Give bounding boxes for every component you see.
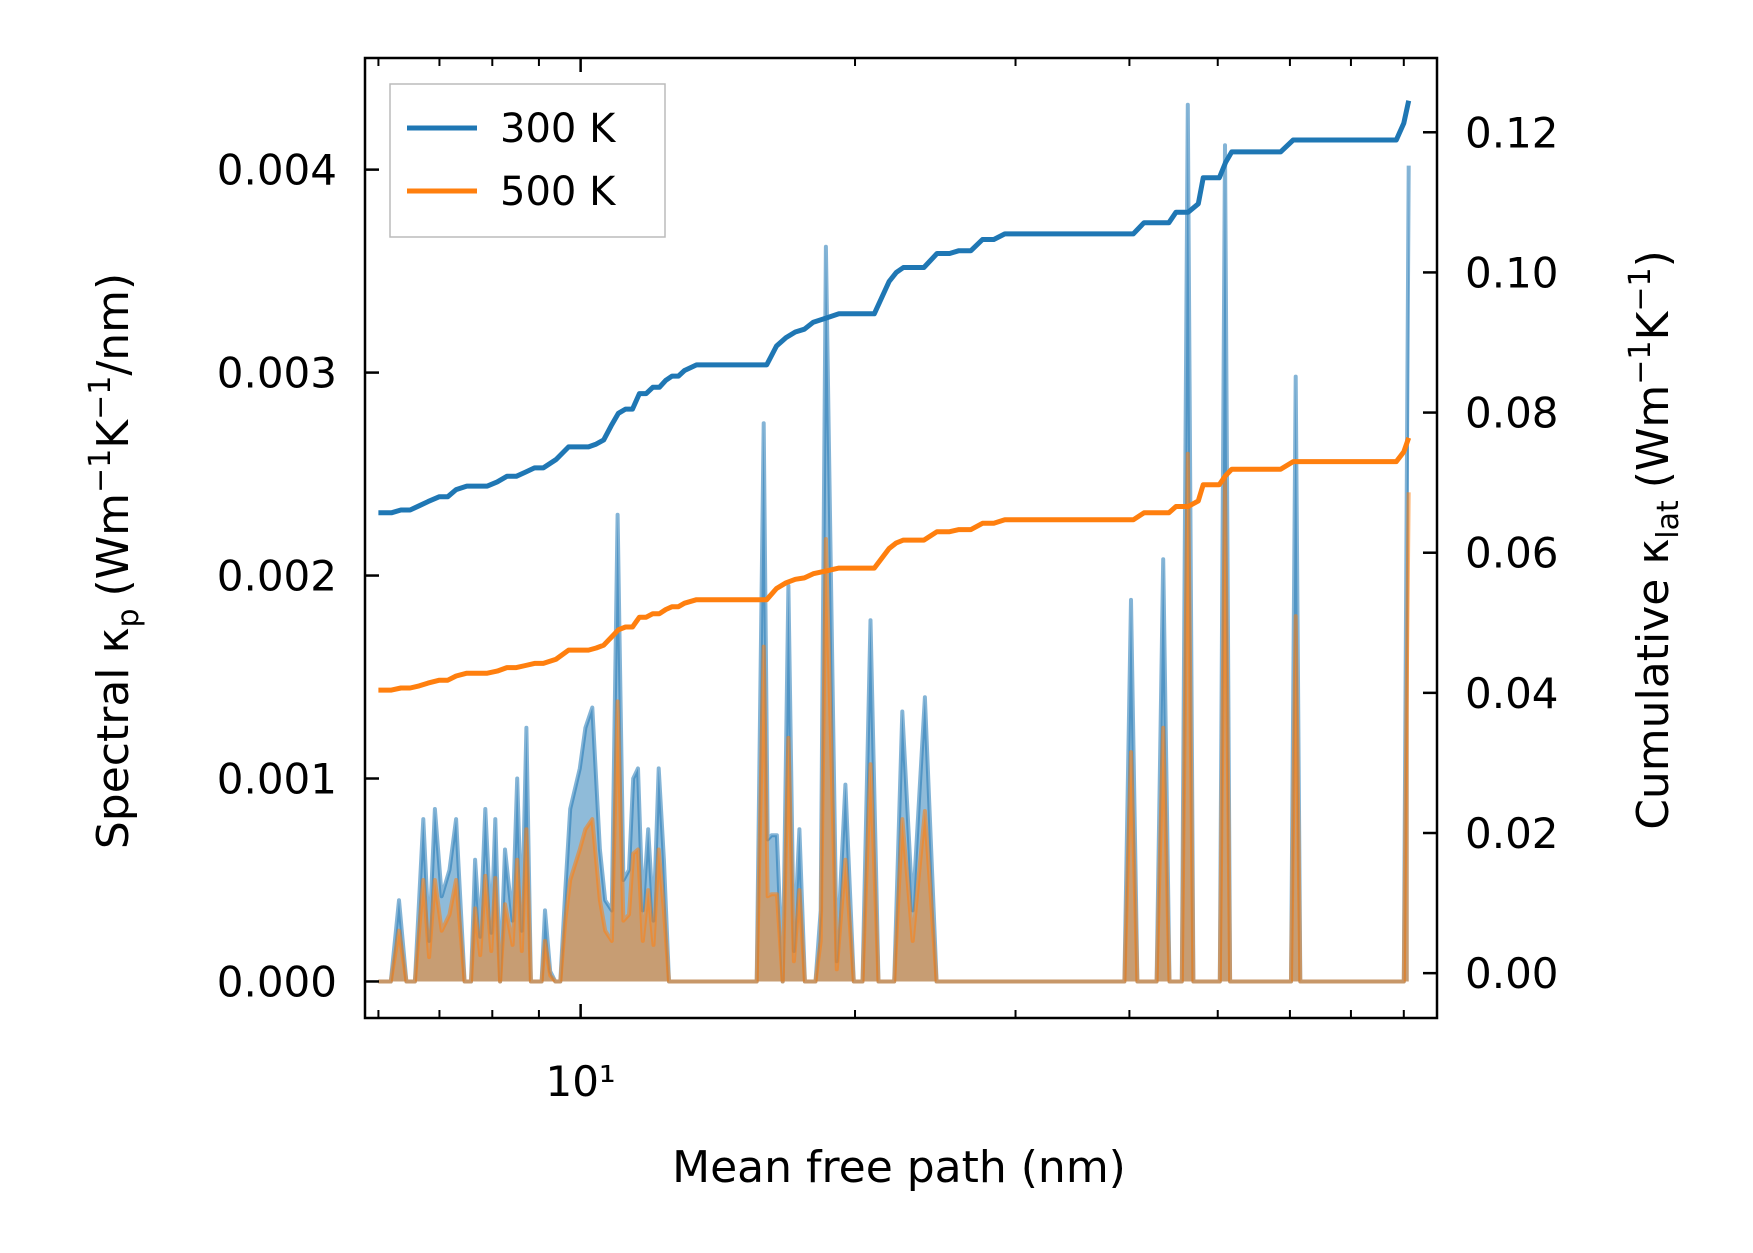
legend-label-500K: 500 K bbox=[500, 169, 617, 215]
right-y-tick-label: 0.10 bbox=[1465, 248, 1559, 297]
x-tick-label: 10¹ bbox=[545, 1057, 615, 1106]
plot-frame bbox=[363, 56, 1439, 1020]
spectral-area-500K bbox=[378, 453, 1409, 982]
right-y-tick-label: 0.02 bbox=[1465, 809, 1559, 858]
right-y-tick-label: 0.12 bbox=[1465, 108, 1559, 157]
left-y-tick-label: 0.003 bbox=[217, 349, 337, 398]
legend-box bbox=[389, 83, 666, 238]
left-y-tick-label: 0.004 bbox=[217, 146, 337, 195]
left-y-tick-label: 0.002 bbox=[217, 552, 337, 601]
ticks-layer bbox=[365, 58, 1437, 1018]
cumulative-line-500K bbox=[378, 436, 1412, 693]
left-axis-title: Spectral κp(Wm−1K−1/nm) bbox=[83, 273, 146, 849]
cumulative-line-300K bbox=[378, 100, 1412, 516]
legend: 300 K 500 K bbox=[389, 83, 666, 238]
x-axis-title: Mean free path (nm) bbox=[672, 1142, 1126, 1193]
spectral-line-500K bbox=[378, 451, 1411, 984]
legend-label-300K: 300 K bbox=[500, 106, 617, 152]
right-y-tick-label: 0.00 bbox=[1465, 949, 1559, 998]
left-y-tick-label: 0.001 bbox=[217, 755, 337, 804]
tick-labels-layer: 0.000 0.001 0.002 0.003 0.004 0.00 0.02 0.04 0.0… bbox=[217, 108, 1559, 1106]
spectral-layer bbox=[378, 102, 1411, 984]
right-y-tick-label: 0.06 bbox=[1465, 529, 1559, 578]
right-y-tick-label: 0.08 bbox=[1465, 389, 1559, 438]
left-y-tick-label: 0.000 bbox=[217, 957, 337, 1006]
right-axis-title: Cumulative κlat(Wm−1K−1) bbox=[1623, 250, 1686, 830]
cumulative-layer bbox=[378, 100, 1412, 693]
right-y-tick-label: 0.04 bbox=[1465, 669, 1559, 718]
